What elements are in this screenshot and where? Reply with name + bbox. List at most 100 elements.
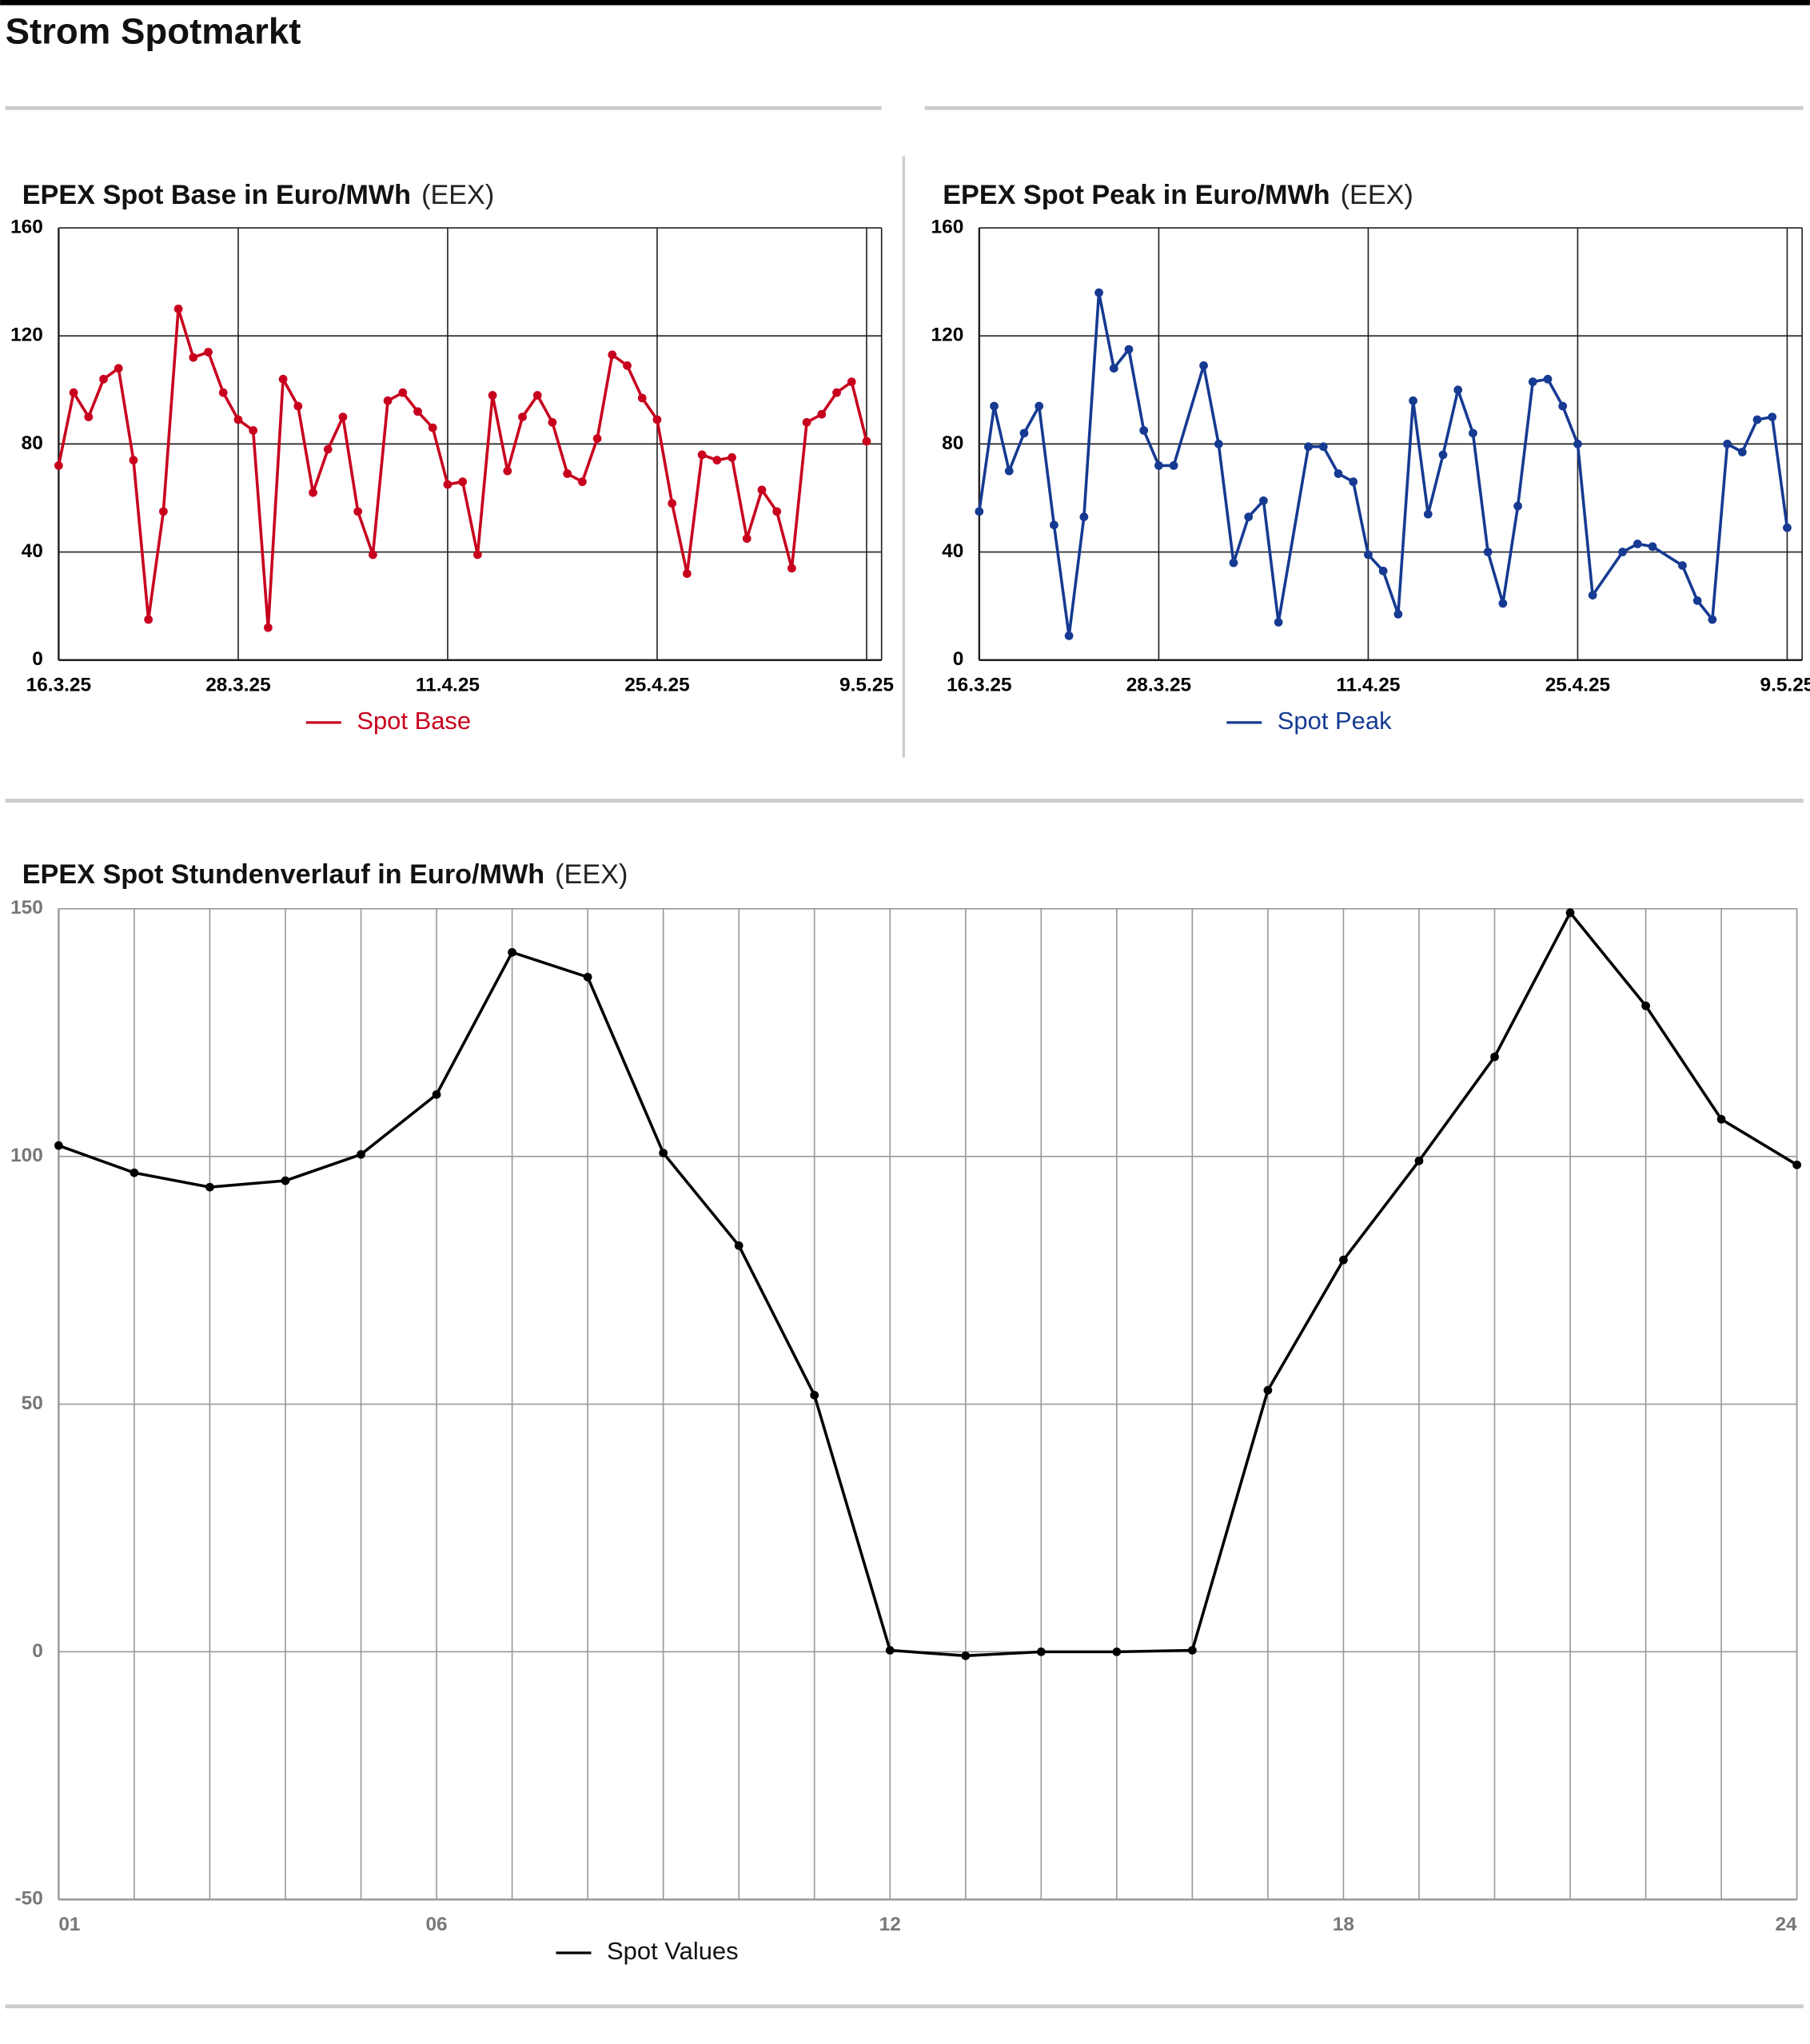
data-point — [338, 412, 348, 421]
data-point — [1199, 361, 1208, 370]
data-point — [1214, 439, 1223, 448]
data-point — [1708, 615, 1717, 624]
data-point — [204, 348, 213, 357]
x-tick-label: 28.3.25 — [1126, 675, 1191, 696]
data-point — [1469, 428, 1477, 438]
data-point — [189, 353, 198, 362]
data-point — [1783, 523, 1792, 532]
data-point — [84, 412, 94, 421]
data-point — [1112, 1647, 1122, 1656]
data-point — [413, 407, 422, 416]
data-point — [488, 391, 497, 400]
data-point — [428, 423, 437, 432]
data-point — [473, 550, 482, 560]
data-point — [817, 409, 827, 419]
data-point — [1334, 469, 1343, 478]
data-point — [1079, 512, 1089, 521]
data-point — [1094, 288, 1103, 297]
data-point — [1154, 461, 1163, 470]
data-point — [1229, 558, 1238, 568]
data-point — [323, 444, 333, 454]
data-point — [1648, 542, 1657, 552]
data-point — [278, 374, 288, 384]
data-point — [432, 1090, 441, 1099]
data-point — [668, 499, 677, 508]
data-point — [1274, 618, 1283, 627]
data-point — [608, 350, 617, 360]
x-tick-label: 9.5.25 — [1760, 675, 1810, 696]
data-point — [1716, 1114, 1726, 1124]
data-point — [443, 480, 452, 489]
data-point — [975, 507, 984, 516]
data-point — [578, 477, 587, 487]
data-point — [697, 450, 707, 460]
data-point — [1768, 412, 1777, 421]
data-point — [1187, 1646, 1197, 1655]
data-point — [1737, 448, 1747, 456]
legend-label: Spot Values — [607, 1937, 739, 1965]
data-point — [233, 415, 243, 424]
data-point — [1124, 345, 1134, 354]
data-point — [734, 1241, 744, 1250]
data-point — [1004, 466, 1014, 476]
data-point — [1490, 1052, 1499, 1062]
data-point — [1588, 591, 1597, 600]
data-point — [503, 466, 512, 476]
data-point — [1169, 461, 1178, 470]
data-point — [518, 412, 527, 421]
data-point — [583, 972, 592, 982]
data-point — [847, 377, 856, 387]
data-point — [1453, 385, 1463, 395]
data-point — [1752, 415, 1762, 424]
data-point — [458, 477, 468, 487]
y-tick-label: 0 — [32, 648, 43, 670]
data-point — [1438, 450, 1448, 460]
data-point — [1723, 439, 1732, 448]
data-point — [990, 401, 999, 411]
y-tick-label: 160 — [10, 216, 43, 237]
x-tick-label: 16.3.25 — [947, 675, 1011, 696]
data-point — [1318, 442, 1328, 452]
legend-label: Spot Peak — [1278, 707, 1392, 735]
x-tick-label: 12 — [879, 1914, 901, 1935]
y-tick-label: -50 — [15, 1888, 43, 1910]
data-point — [1423, 509, 1433, 519]
data-point — [1035, 401, 1044, 411]
data-point — [683, 569, 692, 578]
data-point — [1139, 426, 1149, 435]
series-line — [57, 307, 868, 629]
data-point — [1528, 377, 1537, 387]
y-tick-label: 160 — [931, 216, 964, 237]
data-point — [623, 361, 632, 370]
chart-title-text: EPEX Spot Base in Euro/MWh — [22, 180, 411, 210]
data-point — [1050, 520, 1058, 530]
data-point — [1565, 908, 1575, 918]
data-point — [1393, 609, 1403, 619]
data-point — [1692, 596, 1702, 605]
data-point — [1792, 1160, 1802, 1169]
data-point — [532, 391, 542, 400]
y-tick-label: 0 — [32, 1640, 43, 1662]
x-tick-label: 16.3.25 — [26, 675, 91, 696]
chart-source: (EEX) — [555, 859, 628, 890]
data-point — [1244, 512, 1254, 521]
data-point — [810, 1390, 819, 1400]
data-point — [757, 485, 767, 495]
x-tick-label: 24 — [1775, 1914, 1797, 1935]
legend-label: Spot Base — [357, 707, 471, 735]
data-point — [1263, 1385, 1273, 1395]
data-point — [383, 396, 393, 405]
chart-title-text: EPEX Spot Stundenverlauf in Euro/MWh — [22, 859, 544, 890]
data-point — [1618, 548, 1627, 556]
data-point — [249, 426, 258, 435]
data-point — [173, 305, 183, 313]
x-tick-label: 9.5.25 — [839, 675, 894, 696]
data-point — [637, 393, 647, 403]
data-point — [158, 507, 168, 516]
data-point — [1498, 599, 1508, 608]
data-point — [1558, 401, 1568, 411]
y-tick-label: 150 — [10, 897, 43, 918]
y-tick-label: 40 — [22, 540, 43, 562]
data-point — [353, 507, 363, 516]
